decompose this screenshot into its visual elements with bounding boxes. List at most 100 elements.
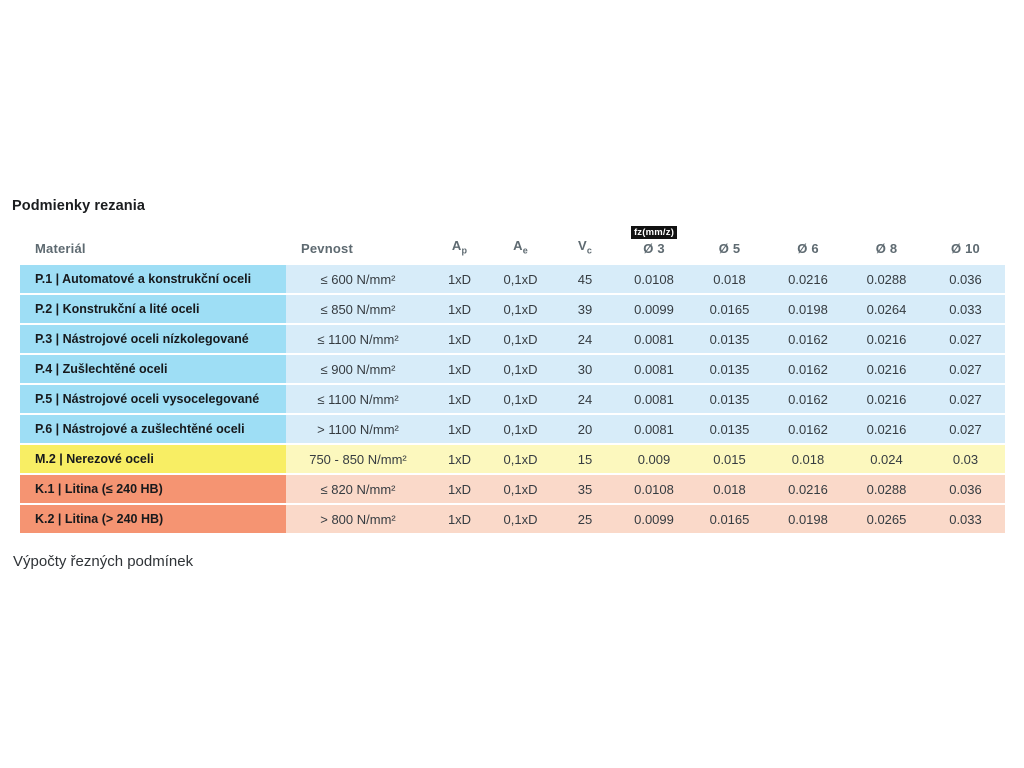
table-row: P.5 | Nástrojové oceli vysocelegované ≤ 1…	[20, 385, 1005, 413]
d10-cell: 0.027	[926, 415, 1005, 443]
header-d6: Ø 6	[797, 241, 819, 256]
ap-cell: 1xD	[430, 385, 489, 413]
pevnost-cell: ≤ 820 N/mm²	[286, 475, 430, 503]
footer-heading: Výpočty řezných podmínek	[13, 553, 194, 570]
ap-cell: 1xD	[430, 295, 489, 323]
d3-cell: 0.0081	[618, 415, 690, 443]
d10-cell: 0.033	[926, 295, 1005, 323]
d8-cell: 0.0216	[847, 415, 926, 443]
ap-cell: 1xD	[430, 325, 489, 353]
d5-cell: 0.0165	[690, 505, 769, 533]
d3-cell: 0.0099	[618, 505, 690, 533]
pevnost-cell: ≤ 1100 N/mm²	[286, 385, 430, 413]
header-ae-base: A	[513, 238, 523, 254]
d10-cell: 0.033	[926, 505, 1005, 533]
ae-cell: 0,1xD	[489, 505, 552, 533]
table-row: K.2 | Litina (> 240 HB) > 800 N/mm² 1xD 0,1…	[20, 505, 1005, 533]
d3-cell: 0.0081	[618, 355, 690, 383]
ae-cell: 0,1xD	[489, 445, 552, 473]
ap-cell: 1xD	[430, 355, 489, 383]
d6-cell: 0.0216	[769, 475, 847, 503]
vc-cell: 25	[552, 505, 618, 533]
d5-cell: 0.018	[690, 265, 769, 293]
ae-cell: 0,1xD	[489, 385, 552, 413]
d6-cell: 0.0162	[769, 385, 847, 413]
vc-cell: 20	[552, 415, 618, 443]
ae-cell: 0,1xD	[489, 415, 552, 443]
material-cell: P.1 | Automatové a konstrukční oceli	[20, 265, 286, 293]
header-row: Materiál Pevnost Ap Ae Vc fz(mm/z) Ø 3 Ø…	[20, 226, 1005, 263]
ae-cell: 0,1xD	[489, 475, 552, 503]
d5-cell: 0.0135	[690, 415, 769, 443]
material-cell: P.6 | Nástrojové a zušlechtěné oceli	[20, 415, 286, 443]
header-d8: Ø 8	[875, 241, 898, 256]
ap-cell: 1xD	[430, 265, 489, 293]
header-d3-label: Ø 3	[643, 241, 665, 256]
table-row: K.1 | Litina (≤ 240 HB) ≤ 820 N/mm² 1xD 0,1…	[20, 475, 1005, 503]
header-pevnost: Pevnost	[301, 241, 353, 256]
table-row: P.1 | Automatové a konstrukční oceli ≤ 60…	[20, 265, 1005, 293]
vc-cell: 30	[552, 355, 618, 383]
header-vc-sub: c	[586, 246, 593, 256]
header-ae: Ae	[489, 226, 552, 263]
material-cell: P.3 | Nástrojové oceli nízkolegované	[20, 325, 286, 353]
pevnost-cell: ≤ 600 N/mm²	[286, 265, 430, 293]
d5-cell: 0.018	[690, 475, 769, 503]
d3-cell: 0.009	[618, 445, 690, 473]
table-row: M.2 | Nerezové oceli 750 - 850 N/mm² 1xD 0,…	[20, 445, 1005, 473]
pevnost-cell: 750 - 850 N/mm²	[286, 445, 430, 473]
material-cell: K.1 | Litina (≤ 240 HB)	[20, 475, 286, 503]
d8-cell: 0.024	[847, 445, 926, 473]
d3-cell: 0.0099	[618, 295, 690, 323]
header-ap-base: A	[451, 238, 462, 254]
page: Podmienky rezania Materiál Pevnost Ap Ae…	[12, 198, 1005, 570]
page-title: Podmienky rezania	[12, 198, 146, 214]
ap-cell: 1xD	[430, 475, 489, 503]
header-d3: fz(mm/z) Ø 3	[618, 226, 690, 263]
d8-cell: 0.0216	[847, 325, 926, 353]
vc-cell: 45	[552, 265, 618, 293]
cutting-conditions-table: Materiál Pevnost Ap Ae Vc fz(mm/z) Ø 3 Ø…	[20, 224, 1005, 535]
d6-cell: 0.0198	[769, 295, 847, 323]
d6-cell: 0.0198	[769, 505, 847, 533]
d6-cell: 0.0162	[769, 415, 847, 443]
vc-cell: 39	[552, 295, 618, 323]
d8-cell: 0.0216	[847, 385, 926, 413]
header-vc: Vc	[552, 226, 618, 263]
material-cell: K.2 | Litina (> 240 HB)	[20, 505, 286, 533]
d5-cell: 0.0165	[690, 295, 769, 323]
d3-cell: 0.0081	[618, 325, 690, 353]
fz-unit-badge: fz(mm/z)	[630, 226, 678, 239]
material-cell: P.5 | Nástrojové oceli vysocelegované	[20, 385, 286, 413]
d10-cell: 0.036	[926, 475, 1005, 503]
table-row: P.4 | Zušlechtěné oceli ≤ 900 N/mm² 1xD 0,1…	[20, 355, 1005, 383]
header-vc-base: V	[577, 238, 587, 254]
ap-cell: 1xD	[430, 415, 489, 443]
d5-cell: 0.015	[690, 445, 769, 473]
pevnost-cell: > 800 N/mm²	[286, 505, 430, 533]
header-ap: Ap	[430, 226, 489, 263]
d6-cell: 0.018	[769, 445, 847, 473]
ae-cell: 0,1xD	[489, 355, 552, 383]
d10-cell: 0.027	[926, 325, 1005, 353]
table-row: P.3 | Nástrojové oceli nízkolegované ≤ 11…	[20, 325, 1005, 353]
d3-cell: 0.0108	[618, 475, 690, 503]
table-row: P.2 | Konstrukční a lité oceli ≤ 850 N/mm…	[20, 295, 1005, 323]
ap-cell: 1xD	[430, 505, 489, 533]
d5-cell: 0.0135	[690, 385, 769, 413]
pevnost-cell: ≤ 1100 N/mm²	[286, 325, 430, 353]
material-cell: M.2 | Nerezové oceli	[20, 445, 286, 473]
d10-cell: 0.027	[926, 355, 1005, 383]
vc-cell: 15	[552, 445, 618, 473]
header-d5: Ø 5	[718, 241, 741, 256]
material-cell: P.4 | Zušlechtěné oceli	[20, 355, 286, 383]
d8-cell: 0.0288	[847, 265, 926, 293]
d10-cell: 0.036	[926, 265, 1005, 293]
ae-cell: 0,1xD	[489, 265, 552, 293]
d8-cell: 0.0216	[847, 355, 926, 383]
d3-cell: 0.0108	[618, 265, 690, 293]
vc-cell: 35	[552, 475, 618, 503]
d10-cell: 0.027	[926, 385, 1005, 413]
d10-cell: 0.03	[926, 445, 1005, 473]
table-body: P.1 | Automatové a konstrukční oceli ≤ 60…	[20, 265, 1005, 533]
